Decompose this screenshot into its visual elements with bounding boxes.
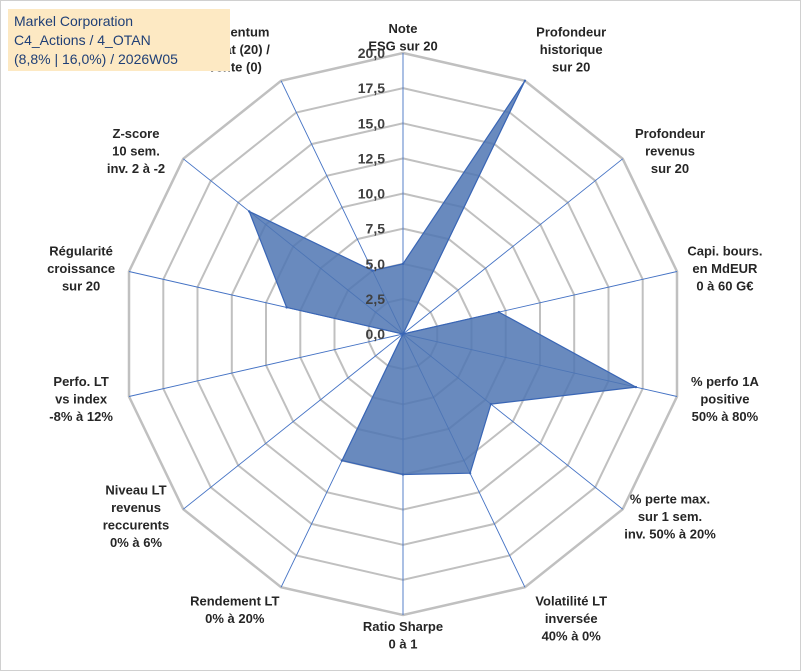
axis-label: Niveau LT revenus reccurents 0% à 6%: [103, 483, 169, 551]
tick-label: 12,5: [358, 150, 385, 166]
data-point: [401, 262, 405, 265]
tick-label: 15,0: [358, 115, 385, 131]
tick-label: 20,0: [358, 45, 385, 61]
axis-label: % perfo 1A positive 50% à 80%: [691, 374, 760, 424]
data-point: [497, 310, 501, 314]
axis-label: % perte max. sur 1 sem. inv. 50% à 20%: [624, 491, 716, 541]
data-point: [285, 306, 288, 309]
title-stats: (8,8% | 16,0%) / 2026W05: [14, 51, 178, 67]
data-point: [468, 472, 472, 475]
data-point: [340, 459, 344, 462]
series-area: [248, 80, 638, 476]
axis-label: Régularité croissance sur 20: [47, 244, 115, 294]
axis-label: Volatilité LT inversée 40% à 0%: [535, 593, 607, 643]
axis-label: Profondeur historique sur 20: [536, 24, 606, 74]
axis-label: Z-score 10 sem. inv. 2 à -2: [107, 126, 165, 176]
tick-label: 0,0: [366, 326, 386, 342]
axis-label: Rendement LT 0% à 20%: [190, 593, 279, 626]
axis-label: Note ESG sur 20: [368, 21, 437, 54]
tick-label: 17,5: [358, 80, 385, 96]
title-company: Markel Corporation: [14, 13, 134, 29]
axis-spoke: [402, 158, 623, 335]
axis-spoke: [183, 333, 404, 510]
axis-labels: Note ESG sur 20 Profondeur historique sur 20…: [47, 21, 762, 652]
data-point: [401, 473, 405, 476]
data-point: [401, 332, 405, 336]
tick-label: 2,5: [366, 291, 386, 307]
data-point: [523, 79, 527, 83]
title-category: C4_Actions / 4_OTAN: [14, 32, 151, 48]
axis-label: Ratio Sharpe 0 à 1: [363, 619, 443, 652]
axis-spoke: [128, 333, 404, 397]
axis-label: Perfo. LT vs index -8% à 12%: [49, 374, 113, 424]
tick-label: 10,0: [358, 186, 385, 202]
tick-label: 7,5: [366, 221, 386, 237]
axis-label: Capi. bours. en MdEUR 0 à 60 G€: [687, 244, 762, 294]
data-point: [248, 210, 251, 213]
tick-label: 5,0: [366, 256, 386, 272]
axis-label: Profondeur revenus sur 20: [635, 126, 705, 176]
data-point: [489, 402, 493, 406]
radial-tick-labels: 0,0 2,5 5,0 7,5 10,0 12,5 15,0 17,5 20,0: [358, 45, 385, 342]
radar-series: [248, 79, 638, 476]
data-point: [634, 385, 638, 389]
chart-title-box: Markel Corporation C4_Actions / 4_OTAN (…: [8, 9, 230, 71]
data-point: [371, 269, 374, 272]
